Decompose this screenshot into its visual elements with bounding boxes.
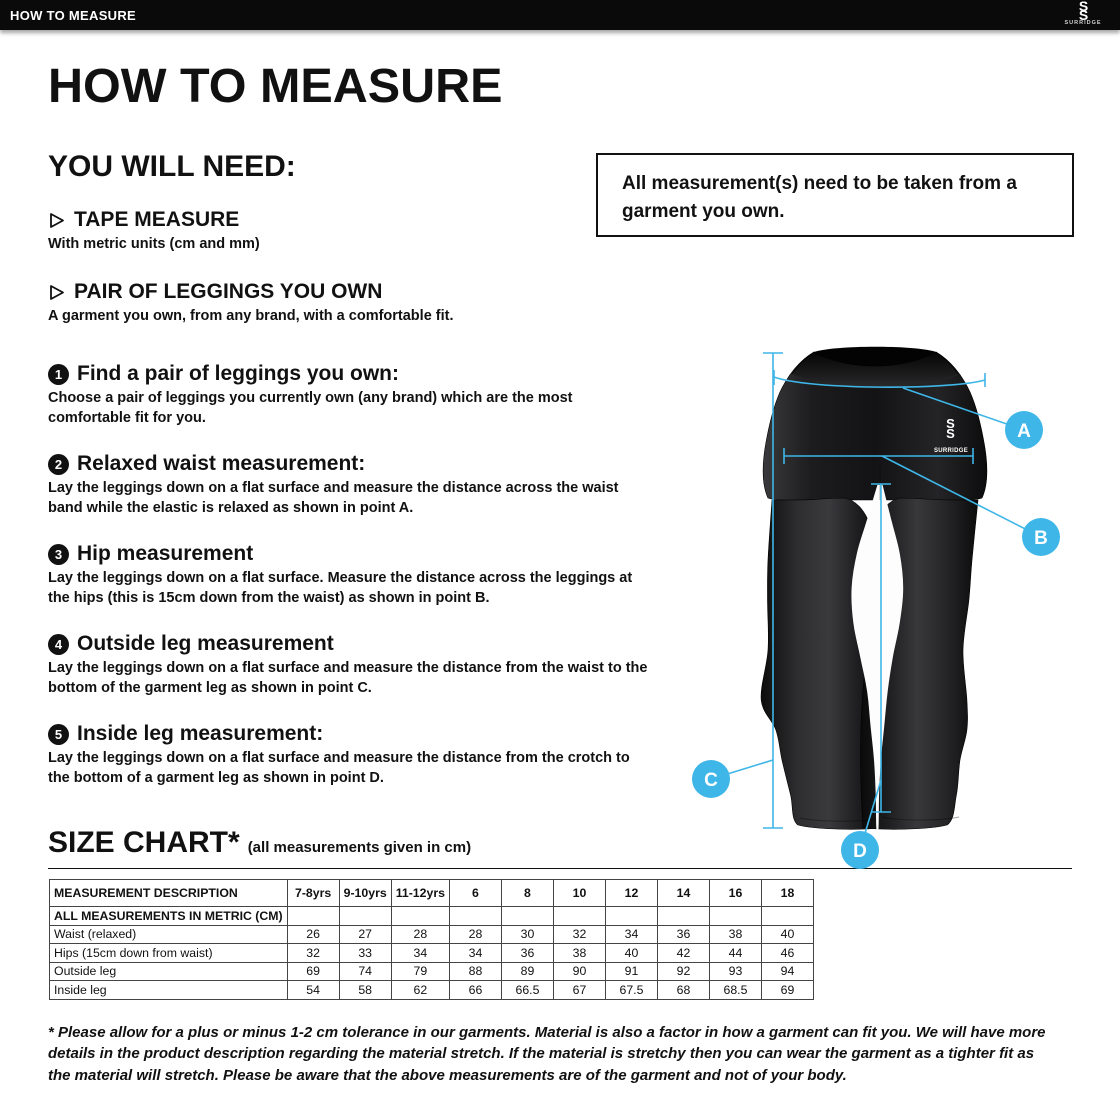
svg-text:C: C: [704, 770, 718, 791]
svg-text:S: S: [946, 426, 956, 441]
svg-text:D: D: [853, 841, 867, 862]
svg-text:SURRIDGE: SURRIDGE: [934, 448, 968, 454]
svg-text:A: A: [1017, 421, 1031, 442]
svg-text:B: B: [1034, 528, 1048, 549]
